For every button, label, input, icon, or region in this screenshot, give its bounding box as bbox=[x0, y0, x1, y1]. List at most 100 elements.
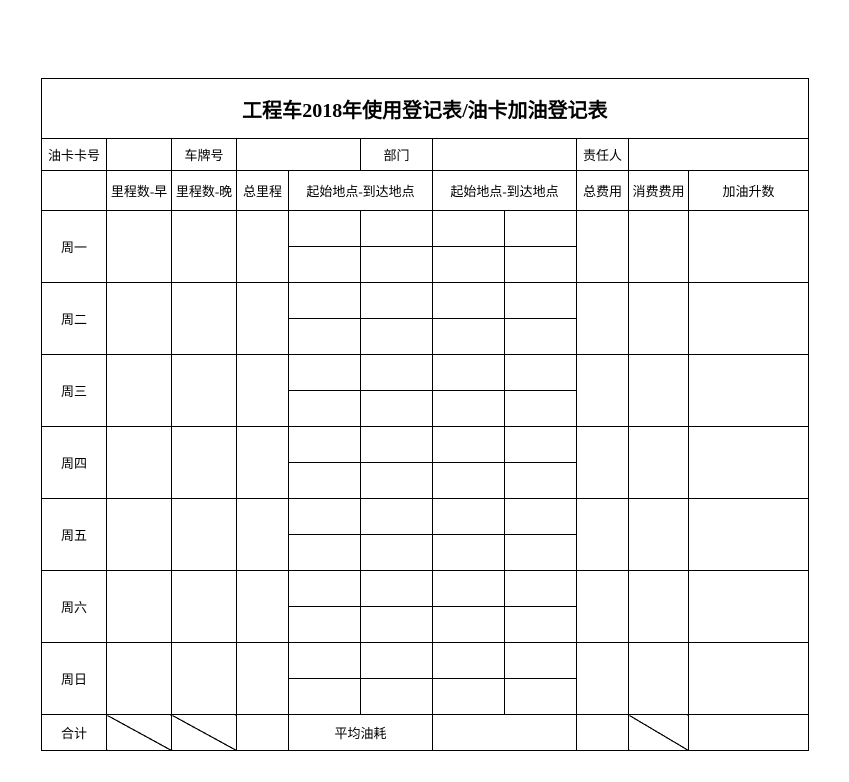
cell bbox=[629, 355, 689, 427]
diagonal-cell bbox=[629, 715, 689, 751]
cell bbox=[689, 427, 809, 499]
cell bbox=[107, 499, 172, 571]
cell bbox=[289, 643, 361, 679]
cell bbox=[629, 571, 689, 643]
col-header-mileage-morning: 里程数-早 bbox=[107, 171, 172, 211]
cell bbox=[629, 427, 689, 499]
cell bbox=[505, 607, 577, 643]
cell bbox=[361, 247, 433, 283]
cell bbox=[172, 283, 237, 355]
cell bbox=[629, 283, 689, 355]
total-label: 合计 bbox=[42, 715, 107, 751]
cell bbox=[505, 463, 577, 499]
day-label-sun: 周日 bbox=[42, 643, 107, 715]
cell bbox=[361, 283, 433, 319]
cell bbox=[433, 535, 505, 571]
cell bbox=[237, 283, 289, 355]
cell bbox=[237, 571, 289, 643]
cell bbox=[433, 679, 505, 715]
cell bbox=[289, 499, 361, 535]
cell bbox=[433, 391, 505, 427]
cell bbox=[289, 391, 361, 427]
cell bbox=[172, 211, 237, 283]
dept-value bbox=[433, 139, 577, 171]
cell bbox=[577, 355, 629, 427]
cell bbox=[433, 319, 505, 355]
cell bbox=[237, 211, 289, 283]
cell bbox=[172, 571, 237, 643]
table-title: 工程车2018年使用登记表/油卡加油登记表 bbox=[42, 79, 809, 139]
cell bbox=[361, 211, 433, 247]
cell bbox=[433, 211, 505, 247]
cell bbox=[289, 607, 361, 643]
cell bbox=[361, 679, 433, 715]
plate-label: 车牌号 bbox=[172, 139, 237, 171]
day-label-mon: 周一 bbox=[42, 211, 107, 283]
cell bbox=[289, 463, 361, 499]
cell bbox=[505, 355, 577, 391]
cell bbox=[689, 643, 809, 715]
cell bbox=[289, 427, 361, 463]
cell bbox=[577, 499, 629, 571]
cell bbox=[505, 211, 577, 247]
col-header-route-1: 起始地点-到达地点 bbox=[289, 171, 433, 211]
cell bbox=[577, 715, 629, 751]
cell bbox=[107, 283, 172, 355]
cell bbox=[289, 355, 361, 391]
cell bbox=[505, 283, 577, 319]
cell bbox=[689, 211, 809, 283]
cell bbox=[361, 391, 433, 427]
cell bbox=[237, 715, 289, 751]
cell bbox=[505, 643, 577, 679]
col-header-route-2: 起始地点-到达地点 bbox=[433, 171, 577, 211]
cell bbox=[433, 715, 577, 751]
cell bbox=[577, 643, 629, 715]
registration-table: 工程车2018年使用登记表/油卡加油登记表 油卡卡号 车牌号 部门 责任人 里程… bbox=[41, 78, 809, 751]
cell bbox=[361, 607, 433, 643]
cell bbox=[629, 643, 689, 715]
cell bbox=[505, 571, 577, 607]
cell bbox=[689, 715, 809, 751]
col-header-day bbox=[42, 171, 107, 211]
cell bbox=[172, 427, 237, 499]
cell bbox=[629, 499, 689, 571]
cell bbox=[361, 355, 433, 391]
cell bbox=[289, 247, 361, 283]
day-label-fri: 周五 bbox=[42, 499, 107, 571]
cell bbox=[172, 499, 237, 571]
cell bbox=[505, 679, 577, 715]
cell bbox=[577, 211, 629, 283]
cell bbox=[237, 643, 289, 715]
cell bbox=[237, 499, 289, 571]
cell bbox=[505, 391, 577, 427]
day-label-thu: 周四 bbox=[42, 427, 107, 499]
diagonal-cell bbox=[172, 715, 237, 751]
cell bbox=[629, 211, 689, 283]
cell bbox=[172, 643, 237, 715]
cell bbox=[505, 247, 577, 283]
day-label-sat: 周六 bbox=[42, 571, 107, 643]
owner-value bbox=[629, 139, 809, 171]
cell bbox=[289, 571, 361, 607]
cell bbox=[505, 319, 577, 355]
cell bbox=[689, 283, 809, 355]
cell bbox=[107, 427, 172, 499]
cell bbox=[505, 427, 577, 463]
col-header-consumption-fee: 消费费用 bbox=[629, 171, 689, 211]
cell bbox=[433, 355, 505, 391]
cell bbox=[237, 355, 289, 427]
col-header-total-fee: 总费用 bbox=[577, 171, 629, 211]
cell bbox=[172, 355, 237, 427]
day-label-wed: 周三 bbox=[42, 355, 107, 427]
plate-value bbox=[237, 139, 361, 171]
cell bbox=[107, 355, 172, 427]
cell bbox=[577, 283, 629, 355]
cell bbox=[237, 427, 289, 499]
cell bbox=[689, 499, 809, 571]
cell bbox=[433, 571, 505, 607]
cell bbox=[689, 571, 809, 643]
cell bbox=[107, 643, 172, 715]
fuel-card-label: 油卡卡号 bbox=[42, 139, 107, 171]
cell bbox=[361, 535, 433, 571]
cell bbox=[361, 571, 433, 607]
